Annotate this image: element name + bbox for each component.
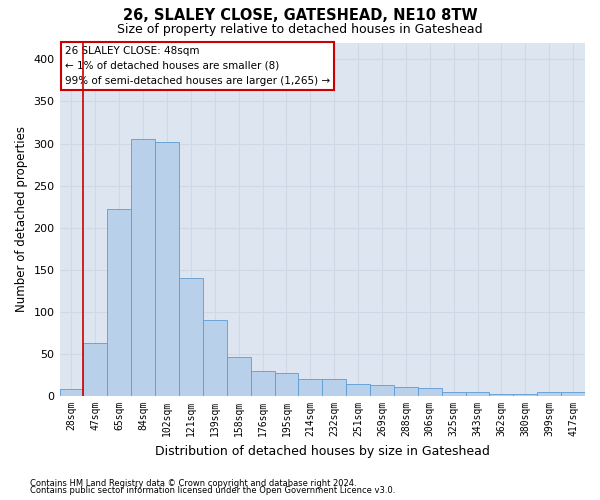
Text: Contains public sector information licensed under the Open Government Licence v3: Contains public sector information licen… bbox=[30, 486, 395, 495]
Bar bbox=[251, 371, 275, 396]
Bar bbox=[346, 384, 370, 396]
Bar bbox=[514, 394, 537, 396]
Bar bbox=[131, 140, 155, 396]
Bar bbox=[203, 320, 227, 396]
Bar bbox=[275, 374, 298, 396]
Bar bbox=[227, 358, 251, 396]
Y-axis label: Number of detached properties: Number of detached properties bbox=[15, 126, 28, 312]
Text: Size of property relative to detached houses in Gateshead: Size of property relative to detached ho… bbox=[117, 22, 483, 36]
Bar bbox=[442, 392, 466, 396]
Bar bbox=[83, 343, 107, 396]
Bar bbox=[179, 278, 203, 396]
Bar bbox=[394, 387, 418, 396]
Bar bbox=[466, 392, 490, 396]
X-axis label: Distribution of detached houses by size in Gateshead: Distribution of detached houses by size … bbox=[155, 444, 490, 458]
Text: 26 SLALEY CLOSE: 48sqm
← 1% of detached houses are smaller (8)
99% of semi-detac: 26 SLALEY CLOSE: 48sqm ← 1% of detached … bbox=[65, 46, 330, 86]
Text: Contains HM Land Registry data © Crown copyright and database right 2024.: Contains HM Land Registry data © Crown c… bbox=[30, 478, 356, 488]
Bar bbox=[322, 379, 346, 396]
Bar bbox=[107, 209, 131, 396]
Bar bbox=[537, 392, 561, 396]
Bar bbox=[59, 390, 83, 396]
Bar bbox=[418, 388, 442, 396]
Bar bbox=[370, 385, 394, 396]
Text: 26, SLALEY CLOSE, GATESHEAD, NE10 8TW: 26, SLALEY CLOSE, GATESHEAD, NE10 8TW bbox=[122, 8, 478, 22]
Bar bbox=[155, 142, 179, 396]
Bar bbox=[561, 392, 585, 396]
Bar bbox=[490, 394, 514, 396]
Bar bbox=[298, 379, 322, 396]
